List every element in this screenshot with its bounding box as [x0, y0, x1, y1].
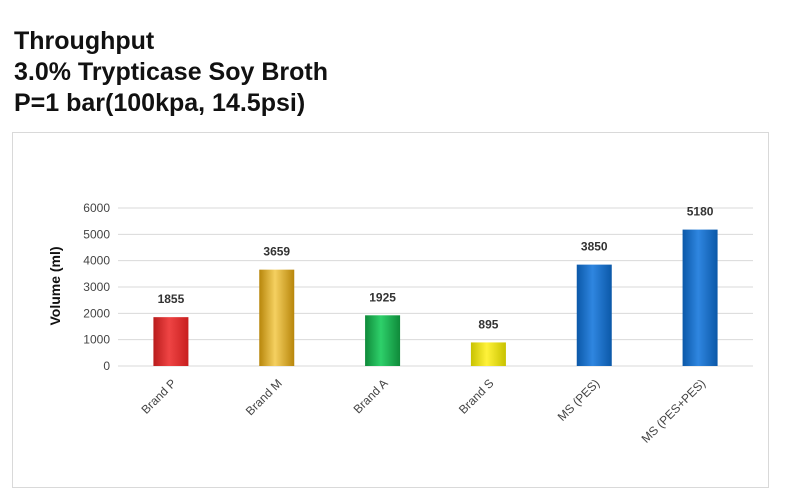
bar-3	[365, 315, 401, 366]
y-axis-label: Volume (ml)	[47, 246, 63, 325]
y-tick-label: 6000	[83, 201, 110, 215]
bar-6	[682, 229, 718, 366]
bars	[153, 229, 718, 366]
x-tick-label: MS (PES)	[555, 376, 603, 424]
y-tick-label: 2000	[83, 306, 110, 320]
data-labels: 1855 3659 1925 895 3850 5180	[158, 205, 714, 332]
chart-title: Throughput 3.0% Trypticase Soy Broth P=1…	[14, 26, 328, 119]
bar-4	[470, 342, 506, 366]
x-tick-label: MS (PES+PES)	[639, 376, 709, 446]
chart-frame	[12, 132, 769, 488]
title-line-1: Throughput	[14, 27, 155, 55]
y-tick-label: 4000	[83, 254, 110, 268]
title-line-3: P=1 bar(100kpa, 14.5psi)	[14, 89, 306, 117]
gridlines	[118, 207, 753, 367]
x-tick-label: Brand A	[351, 376, 391, 416]
y-axis-ticks: 0 1000 2000 3000 4000 5000 6000	[83, 201, 110, 373]
bar-1	[153, 317, 189, 366]
data-label: 1855	[158, 292, 185, 306]
y-tick-label: 1000	[83, 333, 110, 347]
y-tick-label: 3000	[83, 280, 110, 294]
data-label: 3850	[581, 240, 608, 254]
bar-5	[576, 264, 612, 366]
y-tick-label: 0	[103, 359, 110, 373]
x-tick-label: Brand S	[456, 376, 497, 417]
data-label: 5180	[687, 205, 714, 219]
title-line-2: 3.0% Trypticase Soy Broth	[14, 58, 329, 86]
x-axis-ticks: Brand P Brand M Brand A Brand S MS (PES) MS (…	[138, 376, 708, 446]
x-tick-label: Brand M	[243, 376, 285, 418]
data-label: 3659	[263, 245, 290, 259]
bar-2	[259, 269, 295, 366]
data-label: 1925	[369, 290, 396, 304]
x-tick-label: Brand P	[138, 376, 179, 417]
data-label: 895	[478, 317, 498, 331]
y-tick-label: 5000	[83, 227, 110, 241]
